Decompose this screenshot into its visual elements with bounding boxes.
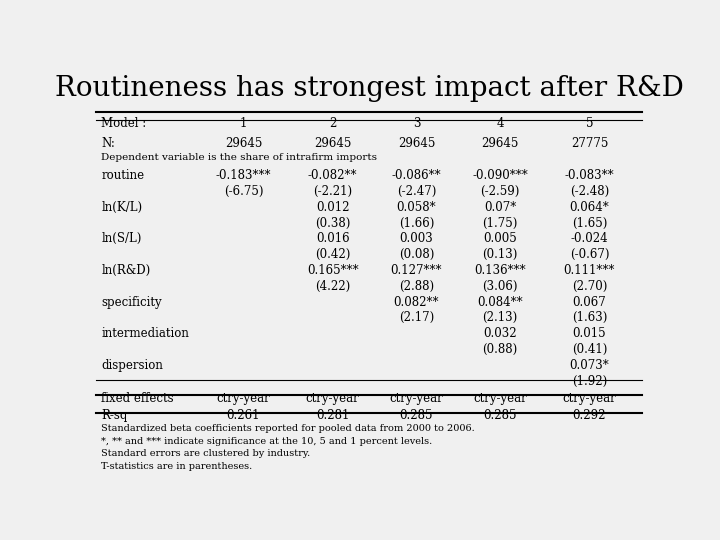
Text: -0.024: -0.024 [570,232,608,245]
Text: (2.70): (2.70) [572,280,607,293]
Text: 3: 3 [413,117,420,130]
Text: 0.127***: 0.127*** [391,264,442,277]
Text: (-2.21): (-2.21) [313,185,352,198]
Text: specificity: specificity [101,295,162,308]
Text: 4: 4 [496,117,504,130]
Text: 27775: 27775 [571,137,608,150]
Text: ln(K/L): ln(K/L) [101,201,143,214]
Text: (1.63): (1.63) [572,312,607,325]
Text: routine: routine [101,169,144,182]
Text: 5: 5 [585,117,593,130]
Text: ln(R&D): ln(R&D) [101,264,150,277]
Text: 0.281: 0.281 [316,409,349,422]
Text: (1.65): (1.65) [572,217,607,230]
Text: (1.66): (1.66) [399,217,434,230]
Text: -0.086**: -0.086** [392,169,441,182]
Text: ln(S/L): ln(S/L) [101,232,142,245]
Text: T-statistics are in parentheses.: T-statistics are in parentheses. [101,462,253,471]
Text: ctry-year: ctry-year [473,392,527,405]
Text: 0.261: 0.261 [227,409,260,422]
Text: -0.083**: -0.083** [564,169,614,182]
Text: (0.88): (0.88) [482,343,518,356]
Text: 29645: 29645 [314,137,351,150]
Text: Standardized beta coefficients reported for pooled data from 2000 to 2006.: Standardized beta coefficients reported … [101,424,475,434]
Text: ctry-year: ctry-year [390,392,444,405]
Text: (-2.59): (-2.59) [480,185,520,198]
Text: N:: N: [101,137,115,150]
Text: (0.38): (0.38) [315,217,351,230]
Text: 0.032: 0.032 [483,327,517,340]
Text: 0.111***: 0.111*** [564,264,615,277]
Text: 0.016: 0.016 [316,232,349,245]
Text: (-6.75): (-6.75) [224,185,264,198]
Text: (3.06): (3.06) [482,280,518,293]
Text: 0.084**: 0.084** [477,295,523,308]
Text: 2: 2 [329,117,336,130]
Text: 0.015: 0.015 [572,327,606,340]
Text: ctry-year: ctry-year [217,392,270,405]
Text: (4.22): (4.22) [315,280,351,293]
Text: ctry-year: ctry-year [306,392,359,405]
Text: 0.285: 0.285 [400,409,433,422]
Text: (0.08): (0.08) [399,248,434,261]
Text: 0.067: 0.067 [572,295,606,308]
Text: Routineness has strongest impact after R&D: Routineness has strongest impact after R… [55,75,683,102]
Text: 0.165***: 0.165*** [307,264,359,277]
Text: 29645: 29645 [225,137,262,150]
Text: -0.090***: -0.090*** [472,169,528,182]
Text: 0.005: 0.005 [483,232,517,245]
Text: 0.064*: 0.064* [570,201,609,214]
Text: -0.183***: -0.183*** [216,169,271,182]
Text: 0.292: 0.292 [572,409,606,422]
Text: 0.058*: 0.058* [397,201,436,214]
Text: 0.285: 0.285 [483,409,517,422]
Text: 29645: 29645 [397,137,435,150]
Text: Standard errors are clustered by industry.: Standard errors are clustered by industr… [101,449,310,458]
Text: dispersion: dispersion [101,359,163,372]
Text: 0.136***: 0.136*** [474,264,526,277]
Text: fixed effects: fixed effects [101,392,174,405]
Text: (2.88): (2.88) [399,280,434,293]
Text: Model :: Model : [101,117,146,130]
Text: (1.92): (1.92) [572,375,607,388]
Text: 0.082**: 0.082** [394,295,439,308]
Text: (-2.48): (-2.48) [570,185,609,198]
Text: (1.75): (1.75) [482,217,518,230]
Text: R-sq: R-sq [101,409,127,422]
Text: (2.13): (2.13) [482,312,518,325]
Text: intermediation: intermediation [101,327,189,340]
Text: (-0.67): (-0.67) [570,248,609,261]
Text: (0.41): (0.41) [572,343,607,356]
Text: 0.07*: 0.07* [484,201,516,214]
Text: ctry-year: ctry-year [562,392,616,405]
Text: (2.17): (2.17) [399,312,434,325]
Text: (0.13): (0.13) [482,248,518,261]
Text: -0.082**: -0.082** [308,169,358,182]
Text: 29645: 29645 [482,137,519,150]
Text: (-2.47): (-2.47) [397,185,436,198]
Text: 0.012: 0.012 [316,201,349,214]
Text: (0.42): (0.42) [315,248,351,261]
Text: 0.003: 0.003 [400,232,433,245]
Text: *, ** and *** indicate significance at the 10, 5 and 1 percent levels.: *, ** and *** indicate significance at t… [101,437,433,446]
Text: 0.073*: 0.073* [570,359,609,372]
Text: 1: 1 [240,117,247,130]
Text: Dependent variable is the share of intrafirm imports: Dependent variable is the share of intra… [101,152,377,161]
